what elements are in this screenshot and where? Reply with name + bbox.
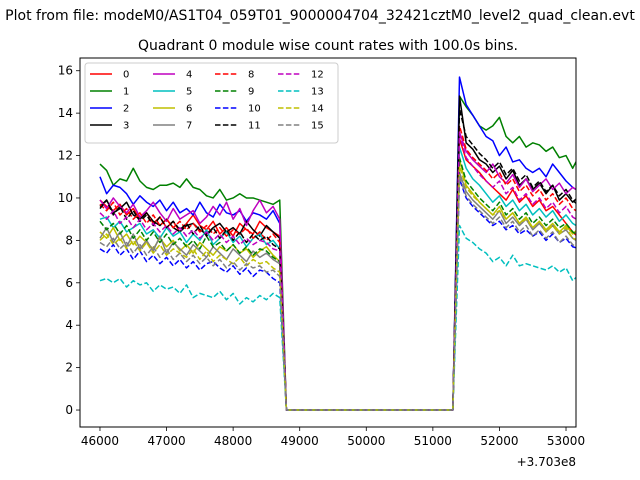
x-tick-label: 50000: [347, 434, 385, 448]
y-axis: 0 2 4 6 8 10 12 14 16: [58, 64, 80, 417]
y-tick-label: 4: [65, 318, 73, 332]
x-tick-label: 52000: [480, 434, 518, 448]
y-tick-label: 8: [65, 233, 73, 247]
legend-label-2: 2: [123, 104, 129, 115]
legend-label-10: 10: [248, 104, 261, 115]
plot-frame: [79, 57, 577, 428]
legend-label-14: 14: [311, 104, 324, 115]
legend-label-6: 6: [186, 104, 192, 115]
legend-frame: [84, 62, 339, 144]
legend-label-0: 0: [123, 70, 129, 81]
x-offset-label: +3.703e8: [517, 455, 576, 469]
x-tick-label: 46000: [81, 434, 119, 448]
x-tick-label: 48000: [214, 434, 252, 448]
y-tick-label: 10: [58, 191, 73, 205]
y-tick-label: 12: [58, 149, 73, 163]
x-axis: 46000 47000 48000 49000 50000 51000 52000 53000: [81, 427, 585, 448]
y-tick-label: 0: [65, 403, 73, 417]
x-tick-label: 49000: [281, 434, 319, 448]
figure-suptitle: Plot from file: modeM0/AS1T04_059T01_900…: [5, 8, 635, 24]
chart-title: Quadrant 0 module wise count rates with …: [138, 38, 518, 54]
series-line-11: [99, 108, 576, 411]
legend-label-4: 4: [186, 70, 192, 81]
series-line-14: [99, 165, 576, 411]
legend-label-8: 8: [248, 70, 254, 81]
y-tick-label: 6: [65, 276, 73, 290]
legend-label-11: 11: [248, 121, 261, 132]
legend-label-12: 12: [311, 70, 324, 81]
y-tick-label: 2: [65, 361, 73, 375]
legend-label-7: 7: [186, 121, 192, 132]
x-tick-label: 51000: [414, 434, 452, 448]
x-tick-label: 53000: [547, 434, 585, 448]
series-layer: [99, 76, 576, 411]
legend-label-9: 9: [248, 87, 254, 98]
legend-label-3: 3: [123, 121, 129, 132]
x-tick-label: 47000: [147, 434, 185, 448]
y-tick-label: 16: [58, 64, 73, 78]
legend-label-15: 15: [311, 121, 324, 132]
legend-label-13: 13: [311, 87, 324, 98]
legend-label-1: 1: [123, 87, 129, 98]
legend-label-5: 5: [186, 87, 192, 98]
series-line-15: [99, 176, 576, 411]
series-line-8: [99, 125, 576, 411]
y-tick-label: 14: [58, 106, 73, 120]
